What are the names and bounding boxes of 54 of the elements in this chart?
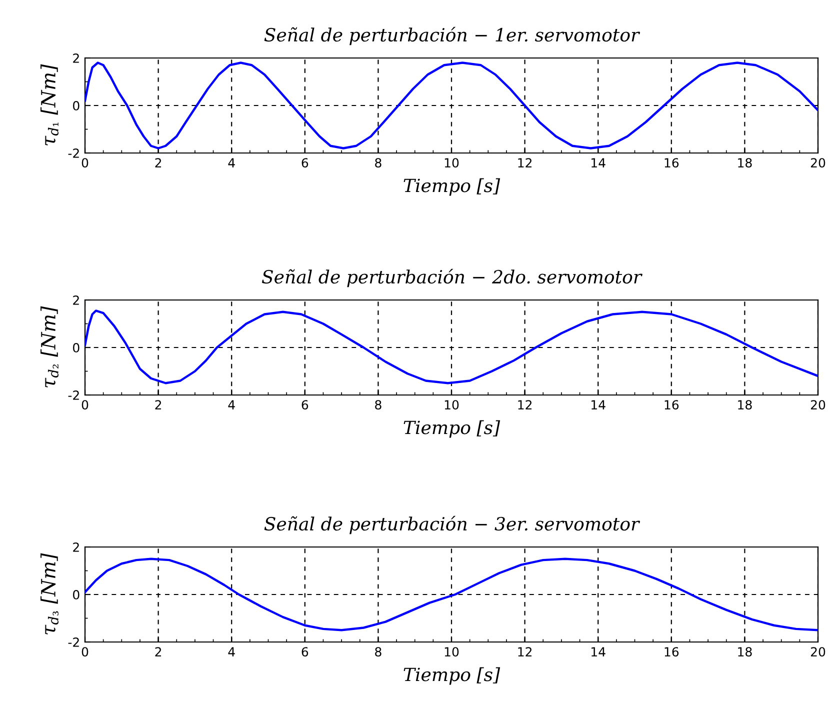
x-tick-label: 8: [375, 158, 382, 168]
line-series: [85, 558, 818, 632]
y-tick-label: 2: [73, 53, 79, 63]
x-tick-label: 6: [302, 158, 308, 168]
y-tick-label: -2: [68, 148, 79, 158]
y-tick-label: 0: [73, 342, 80, 352]
x-tick-label: 14: [592, 647, 606, 656]
x-tick-label: 18: [738, 647, 752, 657]
x-axis-title: Tiempo [s]: [404, 420, 500, 438]
x-tick-label: 20: [810, 647, 826, 657]
x-tick-label: 6: [302, 647, 308, 657]
x-tick-label: 4: [228, 158, 235, 168]
y-tick-label: 0: [73, 100, 80, 110]
x-tick-label: 14: [592, 400, 606, 410]
y-tick-label: 2: [73, 295, 79, 305]
x-tick-label: 16: [664, 158, 679, 168]
x-tick-label: 10: [444, 158, 459, 168]
x-tick-label: 2: [155, 158, 162, 168]
y-axis-title: τ$_{d₃}$ [Nm]: [40, 553, 59, 634]
chart-title: Señal de perturbación − 2do. servomotor: [262, 268, 642, 288]
x-tick-label: 18: [738, 158, 752, 168]
x-tick-label: 0: [82, 647, 88, 657]
x-tick-label: 2: [155, 400, 162, 410]
x-tick-label: 16: [664, 647, 679, 657]
x-tick-label: 20: [810, 400, 826, 410]
y-axis-title: τ$_{d₁}$ [Nm]: [40, 64, 59, 146]
x-tick-label: 14: [592, 158, 606, 168]
x-tick-label: 0: [82, 400, 88, 410]
line-series: [85, 310, 818, 384]
x-tick-label: 6: [302, 400, 308, 410]
chart-title: Señal de perturbación − 3er. servomotor: [264, 516, 640, 534]
x-tick-label: 20: [810, 158, 826, 168]
x-tick-label: 12: [518, 158, 532, 168]
x-tick-label: 0: [82, 158, 88, 168]
x-tick-label: 4: [228, 647, 235, 656]
y-tick-label: -2: [68, 637, 79, 647]
x-tick-label: 10: [444, 400, 459, 410]
x-tick-label: 2: [155, 647, 162, 656]
chart-title: Señal de perturbación − 1er. servomotor: [264, 26, 640, 46]
x-tick-label: 8: [375, 647, 382, 657]
x-tick-label: 4: [228, 400, 235, 410]
y-tick-label: 2: [73, 542, 79, 552]
x-tick-label: 16: [664, 400, 679, 410]
x-tick-label: 18: [738, 400, 752, 410]
y-tick-label: 0: [73, 590, 80, 600]
x-tick-label: 12: [518, 647, 532, 656]
y-axis-title: τ$_{d₂}$ [Nm]: [40, 306, 59, 388]
x-tick-label: 12: [518, 400, 532, 410]
x-tick-label: 8: [375, 400, 382, 410]
line-series: [85, 62, 818, 150]
x-axis-title: Tiempo [s]: [404, 178, 500, 196]
y-tick-label: -2: [68, 390, 79, 400]
x-tick-label: 10: [444, 647, 459, 657]
x-axis-title: Tiempo [s]: [404, 667, 500, 685]
